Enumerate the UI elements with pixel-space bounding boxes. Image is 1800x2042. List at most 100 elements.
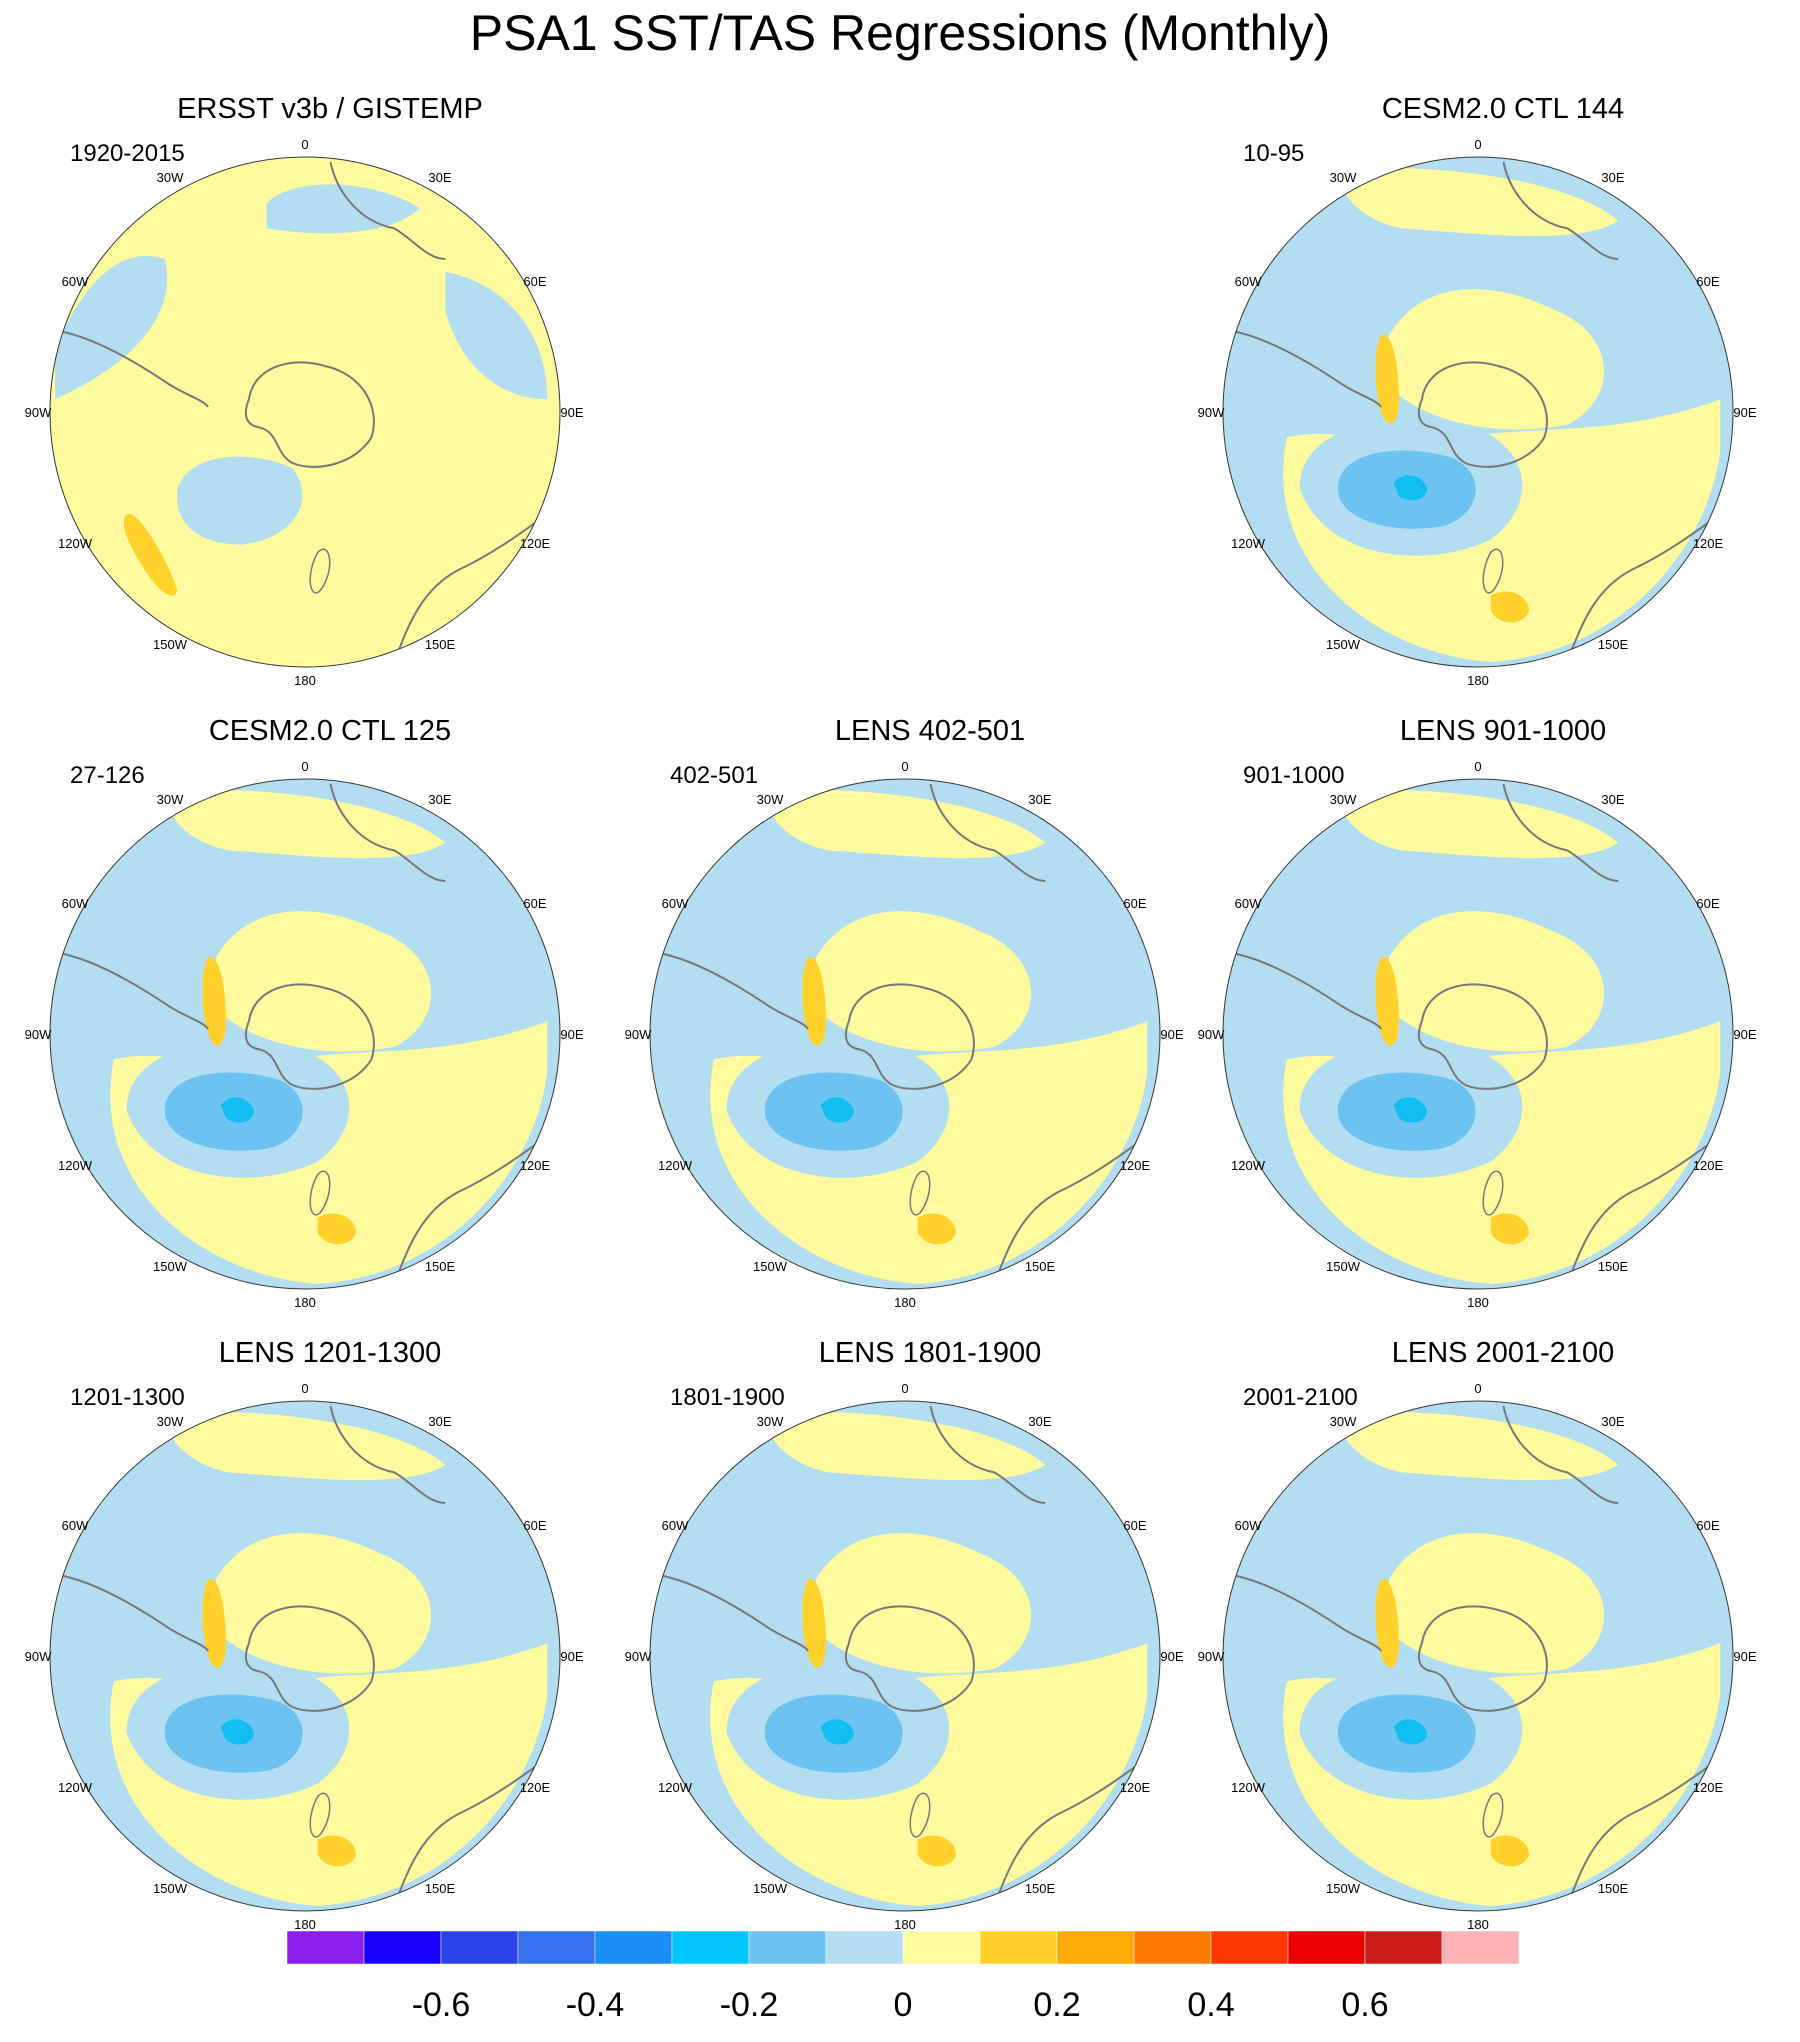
coastline: [1566, 1135, 1721, 1285]
panel-period: 402-501: [670, 762, 759, 789]
panel-period: 1920-2015: [70, 140, 185, 167]
longitude-label: 120E: [520, 1780, 551, 1795]
longitude-label: 150E: [1025, 1881, 1056, 1896]
anomaly-region: [917, 1213, 956, 1245]
anomaly-region: [445, 271, 548, 400]
anomaly-region: [55, 255, 168, 400]
map-panel-cesm-ctl-125: 0 30E 60E 90E 120E 150E 180 150W 120W 90W 60W 30W C…: [25, 714, 630, 1334]
anomaly-region: [164, 789, 446, 859]
anomaly-region: [820, 1719, 854, 1745]
longitude-label: 150W: [753, 1259, 788, 1274]
anomaly-region: [802, 1578, 826, 1668]
longitude-label: 150W: [1326, 1259, 1361, 1274]
anomaly-region: [917, 1835, 956, 1867]
polar-map: 0 30E 60E 90E 120E 150E 180 150W 120W 90W 60W 30W: [25, 759, 584, 1310]
longitude-label: 120W: [658, 1158, 693, 1173]
antarctica-coastline: [1417, 361, 1548, 468]
longitude-label: 180: [1467, 1295, 1489, 1310]
longitude-label: 60E: [1123, 896, 1146, 911]
longitude-label: 90W: [25, 405, 52, 420]
colorbar-swatch: [1133, 1930, 1212, 1965]
colorbar-swatch: [1056, 1930, 1135, 1965]
longitude-label: 30W: [1330, 1414, 1357, 1429]
anomaly-region: [215, 911, 432, 1052]
longitude-label: 180: [294, 673, 316, 688]
longitude-label: 90W: [625, 1649, 652, 1664]
coastline: [1482, 1170, 1504, 1216]
coastline: [54, 951, 209, 1030]
longitude-label: 0: [901, 759, 908, 774]
longitude-label: 120W: [1231, 1158, 1266, 1173]
longitude-label: 60W: [62, 1518, 89, 1533]
longitude-label: 30E: [1601, 170, 1624, 185]
colorbar-swatch: [1287, 1930, 1366, 1965]
longitude-label: 30E: [1601, 1414, 1624, 1429]
longitude-label: 150E: [1598, 1259, 1629, 1274]
colorbar-tick-label: 0.4: [1187, 1986, 1234, 2024]
panel-title: CESM2.0 CTL 125: [208, 715, 452, 747]
longitude-label: 150W: [153, 637, 188, 652]
longitude-label: 90E: [1733, 1027, 1756, 1042]
colorbar-tick-label: -0.4: [566, 1986, 625, 2024]
colorbar-tick-label: -0.2: [720, 1986, 779, 2024]
map-border: [49, 156, 561, 668]
coastline: [929, 1405, 1046, 1504]
coastline: [393, 513, 548, 663]
map-panel-ersst: 0 30E 60E 90E 120E 150E 180 150W 120W 90W 60W 30W E…: [25, 92, 630, 712]
longitude-label: 60W: [662, 1518, 689, 1533]
antarctica-coastline: [844, 983, 975, 1090]
panel-title: CESM2.0 CTL 144: [1381, 93, 1625, 125]
anomaly-region: [1393, 475, 1427, 501]
anomaly-region: [1490, 1835, 1529, 1867]
longitude-label: 60E: [523, 1518, 546, 1533]
main-title: PSA1 SST/TAS Regressions (Monthly): [469, 5, 1331, 61]
anomaly-region: [1490, 591, 1529, 623]
longitude-label: 90W: [25, 1649, 52, 1664]
longitude-label: 90E: [560, 405, 583, 420]
longitude-label: 60W: [662, 896, 689, 911]
longitude-label: 180: [294, 1295, 316, 1310]
longitude-label: 30W: [1330, 792, 1357, 807]
longitude-label: 90E: [560, 1649, 583, 1664]
longitude-label: 180: [1467, 1917, 1489, 1932]
anomaly-region: [317, 1213, 356, 1245]
longitude-label: 150W: [153, 1881, 188, 1896]
longitude-label: 120W: [58, 1780, 93, 1795]
longitude-label: 30W: [757, 1414, 784, 1429]
polar-map: 0 30E 60E 90E 120E 150E 180 150W 120W 90W 60W 30W: [1198, 1381, 1757, 1932]
longitude-label: 30E: [428, 170, 451, 185]
antarctica-coastline: [1417, 983, 1548, 1090]
map-border: [649, 1400, 1161, 1912]
longitude-label: 180: [294, 1917, 316, 1932]
anomaly-region: [215, 1533, 432, 1674]
longitude-label: 90E: [560, 1027, 583, 1042]
polar-map: 0 30E 60E 90E 120E 150E 180 150W 120W 90W 60W 30W: [625, 1381, 1184, 1932]
longitude-label: 0: [301, 1381, 308, 1396]
map-border: [1222, 1400, 1734, 1912]
longitude-label: 150W: [1326, 637, 1361, 652]
coastline: [54, 329, 209, 408]
anomaly-region: [1393, 1097, 1427, 1123]
map-panel-lens-2001-2100: 0 30E 60E 90E 120E 150E 180 150W 120W 90W 60W 30W L…: [1198, 1336, 1800, 1956]
anomaly-region: [220, 1097, 254, 1123]
coastline: [654, 1573, 809, 1652]
longitude-label: 90W: [25, 1027, 52, 1042]
longitude-label: 30E: [428, 1414, 451, 1429]
panel-period: 901-1000: [1243, 762, 1345, 789]
longitude-label: 30E: [1601, 792, 1624, 807]
longitude-label: 150E: [1025, 1259, 1056, 1274]
longitude-label: 180: [894, 1917, 916, 1932]
coastline: [309, 548, 331, 594]
anomaly-region: [820, 1097, 854, 1123]
longitude-label: 60E: [1696, 274, 1719, 289]
polar-map: 0 30E 60E 90E 120E 150E 180 150W 120W 90W 60W 30W: [625, 759, 1184, 1310]
antarctica-coastline: [844, 1605, 975, 1712]
longitude-label: 60W: [62, 896, 89, 911]
anomaly-region: [176, 456, 303, 545]
panel-title: LENS 402-501: [834, 715, 1026, 747]
longitude-label: 150E: [425, 637, 456, 652]
coastline: [1502, 1405, 1619, 1504]
map-panel-cesm-ctl-144: 0 30E 60E 90E 120E 150E 180 150W 120W 90W 60W 30W C…: [1198, 92, 1800, 712]
panel-period: 1201-1300: [70, 1384, 185, 1411]
